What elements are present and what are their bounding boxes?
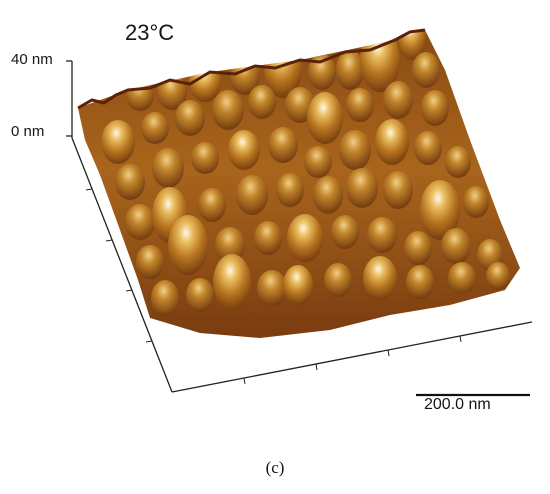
z-axis-bottom-label: 0 nm bbox=[11, 123, 45, 140]
left-floor-edge bbox=[71, 137, 173, 393]
z-axis-top-label: 40 nm bbox=[11, 51, 53, 68]
temperature-title: 23°C bbox=[125, 20, 175, 45]
surface-back-edge bbox=[77, 28, 426, 110]
floor-ticks bbox=[85, 188, 462, 385]
bounding-box bbox=[66, 60, 533, 393]
afm-surface bbox=[77, 28, 520, 338]
scale-bar-label: 200.0 nm bbox=[424, 396, 491, 413]
figure-caption: (c) bbox=[265, 458, 285, 477]
front-floor-edge bbox=[171, 321, 533, 393]
